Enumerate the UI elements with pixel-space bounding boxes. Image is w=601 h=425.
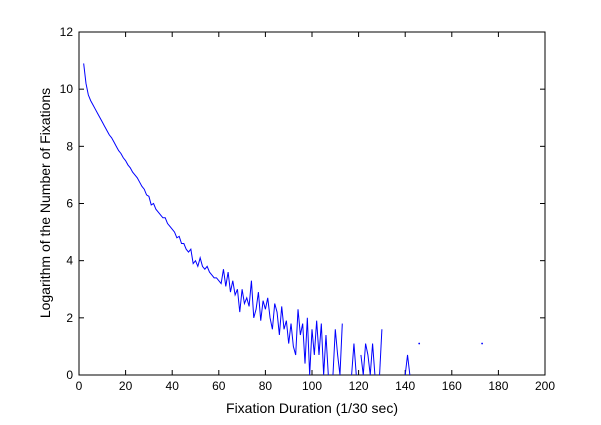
plot-box (78, 31, 546, 376)
y-tick-label: 0 (66, 368, 73, 382)
y-tick-label: 8 (66, 139, 73, 153)
x-tick-label: 140 (395, 379, 415, 393)
x-tick-label: 0 (76, 379, 83, 393)
x-tick-label: 20 (119, 379, 133, 393)
x-tick-label: 40 (166, 379, 180, 393)
y-tick-label: 6 (66, 197, 73, 211)
y-axis-label: Logarithm of the Number of Fixations (37, 88, 53, 318)
data-line (360, 343, 376, 376)
data-line (379, 329, 383, 376)
x-tick-label: 160 (442, 379, 462, 393)
x-tick-label: 200 (535, 379, 555, 393)
x-tick-label: 100 (302, 379, 322, 393)
line-point (418, 342, 421, 345)
data-line (404, 354, 411, 376)
x-tick-label: 180 (488, 379, 508, 393)
y-tick-label: 10 (60, 82, 74, 96)
data-line (332, 323, 343, 376)
y-tick-label: 12 (60, 25, 74, 39)
x-tick-label: 80 (259, 379, 273, 393)
data-line (83, 63, 329, 376)
x-tick-label: 60 (212, 379, 226, 393)
y-tick-label: 2 (66, 311, 73, 325)
x-axis-label: Fixation Duration (1/30 sec) (226, 400, 398, 416)
y-tick-label: 4 (66, 254, 73, 268)
line-point (481, 342, 483, 345)
data-line (351, 343, 357, 376)
x-tick-label: 120 (349, 379, 369, 393)
